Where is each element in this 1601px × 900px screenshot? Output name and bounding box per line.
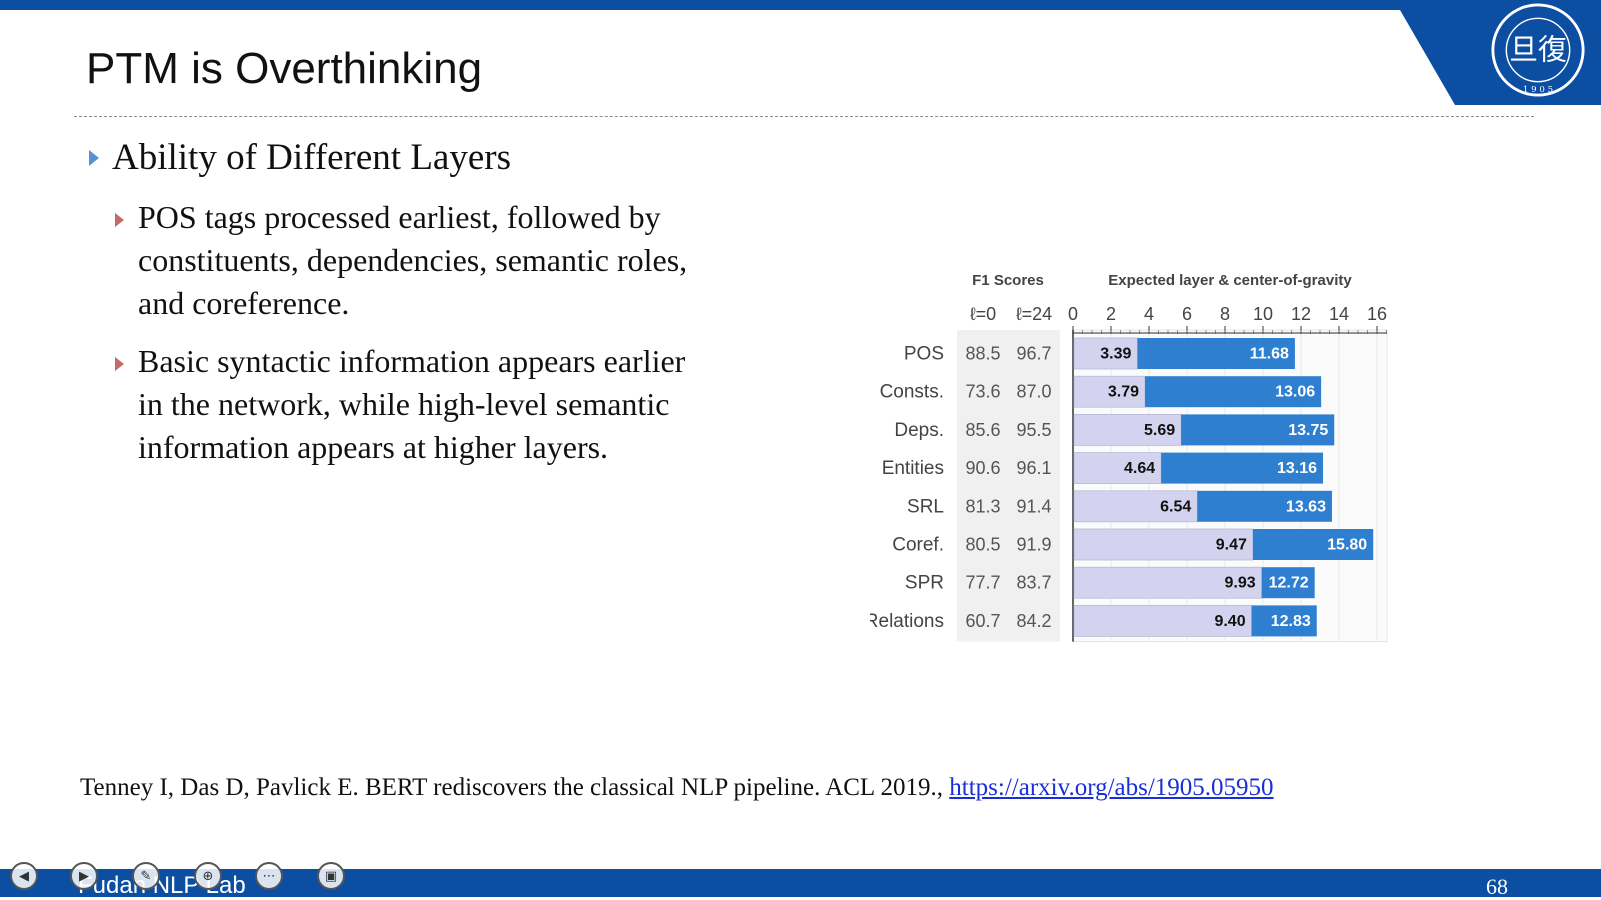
x-tick-label: 10	[1253, 304, 1273, 324]
x-tick-label: 6	[1182, 304, 1192, 324]
f1-l0-value: 85.6	[965, 420, 1000, 440]
play-icon[interactable]: ▶	[70, 862, 98, 890]
sub-bullet-marker-icon	[115, 357, 124, 371]
sub-bullet-2-line: Basic syntactic information appears earl…	[138, 343, 686, 379]
f1-l0-value: 77.7	[965, 573, 1000, 593]
f1-l24-value: 91.9	[1016, 535, 1051, 555]
title-divider	[74, 116, 1534, 117]
f1-column-label: ℓ=24	[1016, 304, 1052, 324]
svg-text:1 9 0 5: 1 9 0 5	[1523, 85, 1553, 95]
bar-label-center-of-gravity: 13.75	[1288, 422, 1328, 439]
x-tick-label: 8	[1220, 304, 1230, 324]
category-label: Relations	[870, 611, 944, 632]
reference-link[interactable]: https://arxiv.org/abs/1905.05950	[949, 774, 1274, 801]
bar-center-of-gravity	[1251, 605, 1317, 637]
f1-l24-value: 95.5	[1016, 420, 1051, 440]
sub-bullet-1: POS tags processed earliest, followed by…	[138, 196, 687, 325]
category-label: SRL	[907, 496, 944, 517]
f1-l24-value: 96.1	[1016, 458, 1051, 478]
f1-l0-value: 60.7	[965, 611, 1000, 631]
f1-column-label: ℓ=0	[970, 304, 996, 324]
x-tick-label: 2	[1106, 304, 1116, 324]
sub-bullet-2-line: information appears at higher layers.	[138, 429, 609, 465]
sub-bullet-1-line: and coreference.	[138, 285, 350, 321]
page-number: 68	[1486, 874, 1508, 899]
f1-l0-value: 73.6	[965, 382, 1000, 402]
bar-label-center-of-gravity: 12.83	[1271, 613, 1311, 630]
f1-l0-value: 80.5	[965, 535, 1000, 555]
back-icon[interactable]: ◀	[10, 862, 38, 890]
more-icon[interactable]: ⋯	[255, 862, 283, 890]
f1-l0-value: 90.6	[965, 458, 1000, 478]
bar-expected-layer	[1073, 375, 1146, 408]
pen-icon[interactable]: ✎	[132, 862, 160, 890]
bar-label-expected-layer: 3.79	[1108, 384, 1139, 401]
bar-center-of-gravity	[1197, 490, 1332, 522]
category-label: Entities	[882, 458, 944, 479]
category-label: Consts.	[880, 382, 944, 403]
category-label: SPR	[905, 573, 944, 594]
bar-label-expected-layer: 9.40	[1214, 613, 1245, 630]
x-tick-label: 0	[1068, 304, 1078, 324]
screen-icon[interactable]: ▣	[317, 862, 345, 890]
bar-label-center-of-gravity: 15.80	[1327, 537, 1367, 554]
x-tick-label: 16	[1367, 304, 1387, 324]
bar-center-of-gravity	[1181, 414, 1335, 446]
bullet-marker-icon	[89, 150, 99, 166]
bar-expected-layer	[1073, 413, 1182, 446]
bar-label-expected-layer: 9.93	[1225, 575, 1256, 592]
sub-bullet-1-line: constituents, dependencies, semantic rol…	[138, 242, 688, 278]
bar-label-expected-layer: 6.54	[1160, 498, 1191, 515]
expected-header: Expected layer & center-of-gravity	[1108, 272, 1352, 289]
category-label: Deps.	[894, 420, 944, 441]
bar-expected-layer	[1073, 337, 1138, 370]
f1-l24-value: 96.7	[1016, 344, 1051, 364]
category-label: POS	[904, 344, 944, 365]
bar-center-of-gravity	[1145, 376, 1322, 408]
f1-l24-value: 84.2	[1016, 611, 1051, 631]
bar-label-expected-layer: 5.69	[1144, 422, 1175, 439]
category-label: Coref.	[892, 535, 944, 556]
svg-text:旦復: 旦復	[1509, 33, 1567, 67]
bar-label-center-of-gravity: 12.72	[1269, 575, 1309, 592]
top-bar	[0, 0, 1601, 10]
f1-l0-value: 88.5	[965, 344, 1000, 364]
sub-bullet-1-line: POS tags processed earliest, followed by	[138, 199, 661, 235]
x-tick-label: 14	[1329, 304, 1349, 324]
sub-bullet-marker-icon	[115, 213, 124, 227]
bar-label-center-of-gravity: 13.06	[1275, 384, 1315, 401]
bar-label-center-of-gravity: 13.16	[1277, 460, 1317, 477]
reference: Tenney I, Das D, Pavlick E. BERT redisco…	[80, 774, 1274, 802]
zoom-icon[interactable]: ⊕	[194, 862, 222, 890]
bar-label-center-of-gravity: 11.68	[1250, 346, 1289, 363]
bar-center-of-gravity	[1161, 452, 1324, 484]
bar-expected-layer	[1073, 528, 1254, 561]
x-tick-label: 12	[1291, 304, 1311, 324]
f1-l0-value: 81.3	[965, 496, 1000, 516]
bar-center-of-gravity	[1252, 529, 1374, 560]
sub-bullet-2: Basic syntactic information appears earl…	[138, 340, 685, 469]
f1-l24-value: 87.0	[1016, 382, 1051, 402]
bar-label-expected-layer: 4.64	[1124, 460, 1155, 477]
bar-expected-layer	[1073, 490, 1198, 523]
f1-panel	[957, 330, 1060, 642]
sub-bullet-2-line: in the network, while high-level semanti…	[138, 386, 670, 422]
university-logo: 旦復 1 9 0 5	[1491, 3, 1585, 97]
reference-text: Tenney I, Das D, Pavlick E. BERT redisco…	[80, 774, 950, 801]
f1-l24-value: 83.7	[1016, 573, 1051, 593]
bar-center-of-gravity	[1137, 338, 1295, 369]
bar-expected-layer	[1073, 604, 1253, 637]
f1-l24-value: 91.4	[1016, 496, 1051, 516]
x-tick-label: 4	[1144, 304, 1154, 324]
bullet-heading: Ability of Different Layers	[112, 137, 511, 178]
bar-expected-layer	[1073, 452, 1162, 485]
layer-probing-chart: F1 Scores Expected layer & center-of-grav…	[870, 272, 1388, 643]
bar-label-expected-layer: 9.47	[1216, 537, 1247, 554]
f1-header: F1 Scores	[972, 272, 1044, 289]
bar-center-of-gravity	[1261, 567, 1315, 599]
bar-label-expected-layer: 3.39	[1100, 346, 1131, 363]
bar-label-center-of-gravity: 13.63	[1286, 498, 1326, 515]
bar-expected-layer	[1073, 566, 1263, 599]
slide-title: PTM is Overthinking	[86, 44, 483, 93]
